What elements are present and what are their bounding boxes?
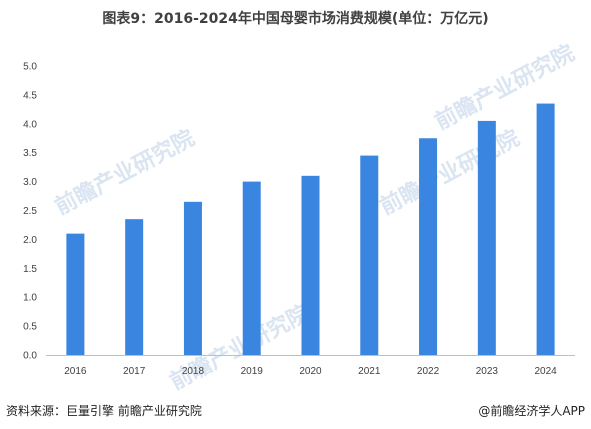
source-note: 资料来源：巨量引擎 前瞻产业研究院 xyxy=(6,404,202,418)
bar-2023 xyxy=(477,120,496,355)
x-tick-label: 2018 xyxy=(182,366,205,377)
y-axis: 0.0 0.5 1.0 1.5 2.0 2.5 3.0 3.5 4.0 4.5 5.0 xyxy=(23,62,37,362)
bar-2020 xyxy=(301,175,320,355)
y-tick-label: 4.0 xyxy=(23,119,37,130)
y-tick-label: 1.0 xyxy=(23,293,37,304)
credit-note: @前瞻经济学人APP xyxy=(478,404,585,418)
y-tick-label: 3.5 xyxy=(23,148,37,159)
y-tick-label: 0.5 xyxy=(23,322,37,333)
x-tick-label: 2021 xyxy=(358,366,381,377)
y-tick-label: 0.0 xyxy=(23,351,37,362)
y-tick-label: 2.0 xyxy=(23,235,37,246)
bar-2017 xyxy=(125,219,144,355)
x-tick-label: 2023 xyxy=(476,366,499,377)
bar-2016 xyxy=(66,233,85,355)
y-tick-label: 1.5 xyxy=(23,264,37,275)
x-tick-label: 2020 xyxy=(299,366,322,377)
x-tick-label: 2022 xyxy=(417,366,440,377)
chart-title: 图表9：2016-2024年中国母婴市场消费规模(单位：万亿元) xyxy=(102,11,489,27)
watermark-text: 前瞻产业研究院 xyxy=(376,125,524,220)
y-tick-label: 4.5 xyxy=(23,90,37,101)
x-axis: 2016 2017 2018 2019 2020 2021 2022 2023 2024 xyxy=(64,366,557,377)
x-tick-label: 2017 xyxy=(123,366,146,377)
x-tick-label: 2019 xyxy=(241,366,264,377)
y-tick-label: 3.0 xyxy=(23,177,37,188)
y-tick-label: 5.0 xyxy=(23,62,37,73)
bar-2019 xyxy=(242,181,261,355)
bar-2018 xyxy=(183,201,202,355)
watermark-text: 前瞻产业研究院 xyxy=(431,40,579,135)
bar-2024 xyxy=(536,103,555,355)
bar-2021 xyxy=(360,155,379,355)
watermark-text: 前瞻产业研究院 xyxy=(51,125,199,220)
bars-group xyxy=(66,103,555,355)
x-tick-label: 2024 xyxy=(534,366,557,377)
y-tick-label: 2.5 xyxy=(23,206,37,217)
x-tick-label: 2016 xyxy=(64,366,87,377)
bar-2022 xyxy=(419,138,438,355)
